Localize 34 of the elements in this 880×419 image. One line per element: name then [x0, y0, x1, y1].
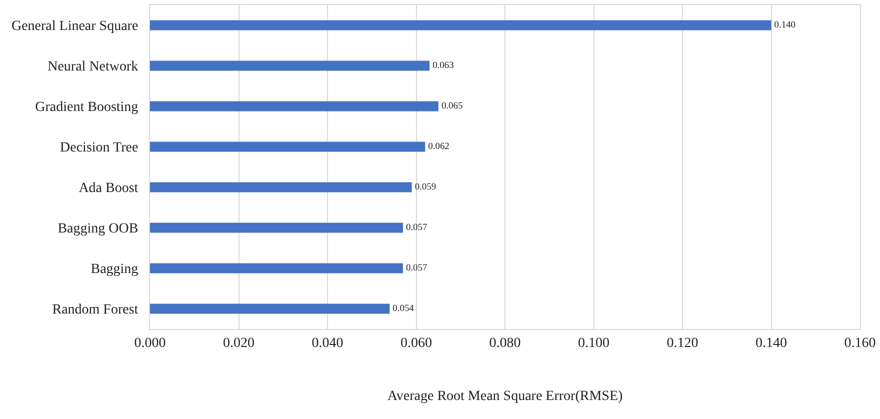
x-tick-label: 0.160 — [844, 336, 876, 351]
x-tick-label: 0.120 — [666, 336, 698, 351]
bar — [150, 182, 412, 192]
y-tick-label: Gradient Boosting — [35, 100, 138, 116]
y-tick-label: Bagging — [90, 262, 138, 278]
data-label: 0.065 — [441, 102, 463, 112]
data-label: 0.057 — [406, 264, 428, 274]
x-tick-label: 0.020 — [223, 336, 254, 351]
data-label: 0.063 — [432, 61, 454, 72]
bar — [150, 101, 438, 112]
data-label: 0.057 — [406, 223, 428, 234]
bar — [150, 304, 390, 314]
data-label: 0.140 — [774, 20, 796, 31]
y-tick-label: General Linear Square — [11, 19, 138, 34]
data-label: 0.059 — [414, 182, 436, 193]
x-tick-label: 0.060 — [400, 336, 432, 351]
bar — [150, 222, 403, 233]
bar — [150, 60, 430, 71]
data-label: 0.062 — [428, 142, 450, 152]
data-label: 0.054 — [392, 304, 414, 314]
x-axis-title: Average Root Mean Square Error(RMSE) — [387, 389, 624, 404]
y-tick-label: Ada Boost — [78, 181, 138, 196]
x-tick-label: 0.040 — [312, 336, 344, 351]
x-tick-label: 0.000 — [134, 336, 166, 351]
bar — [150, 263, 403, 274]
bar — [150, 20, 772, 30]
y-tick-label: Neural Network — [48, 60, 138, 75]
x-tick-label: 0.080 — [489, 336, 521, 351]
bar — [150, 142, 426, 152]
x-tick-label: 0.100 — [578, 336, 610, 351]
x-tick-label: 0.140 — [756, 336, 787, 351]
y-tick-label: Random Forest — [52, 302, 138, 318]
y-tick-label: Decision Tree — [60, 140, 138, 156]
y-tick-label: Bagging OOB — [58, 222, 138, 237]
